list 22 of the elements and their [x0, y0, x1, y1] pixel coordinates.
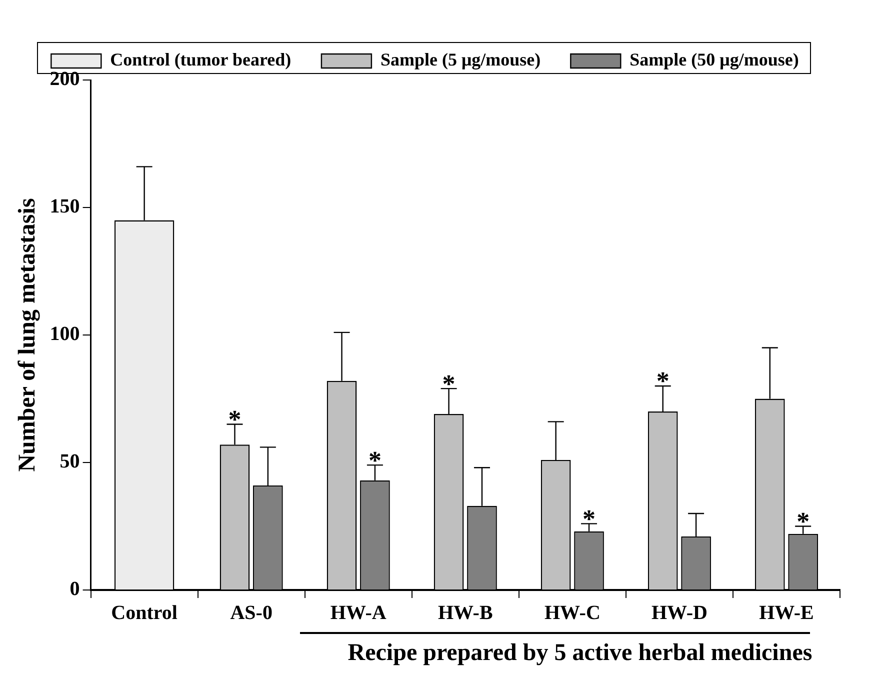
x-tick-label: AS-0	[230, 602, 272, 624]
y-tick-label: 50	[60, 450, 80, 473]
annotation: *	[656, 366, 670, 396]
annotation: *	[442, 369, 456, 398]
x-tick-label: Control	[111, 602, 178, 624]
annotation: *	[582, 504, 596, 534]
y-tick-label: 100	[50, 323, 80, 346]
legend-label: Control (tumor beared)	[110, 50, 292, 70]
x-tick-label: HW-C	[544, 602, 600, 624]
y-tick-label: 150	[50, 196, 80, 218]
x-tick-label: HW-D	[651, 602, 708, 624]
legend-label: Sample (5 μg/mouse)	[380, 50, 541, 70]
x-tick-label: HW-B	[438, 602, 493, 624]
legend-label: Sample (50 μg/mouse)	[630, 50, 799, 70]
y-axis-title: Number of lung metastasis	[14, 198, 41, 472]
annotation: *	[228, 404, 242, 434]
x-tick-label: HW-A	[330, 602, 387, 624]
x-axis-title: Recipe prepared by 5 active herbal medicines	[346, 640, 814, 667]
y-tick-label: 0	[70, 578, 80, 600]
annotation: *	[368, 446, 382, 475]
x-tick-label: HW-E	[759, 602, 814, 624]
annotation: *	[796, 506, 810, 536]
